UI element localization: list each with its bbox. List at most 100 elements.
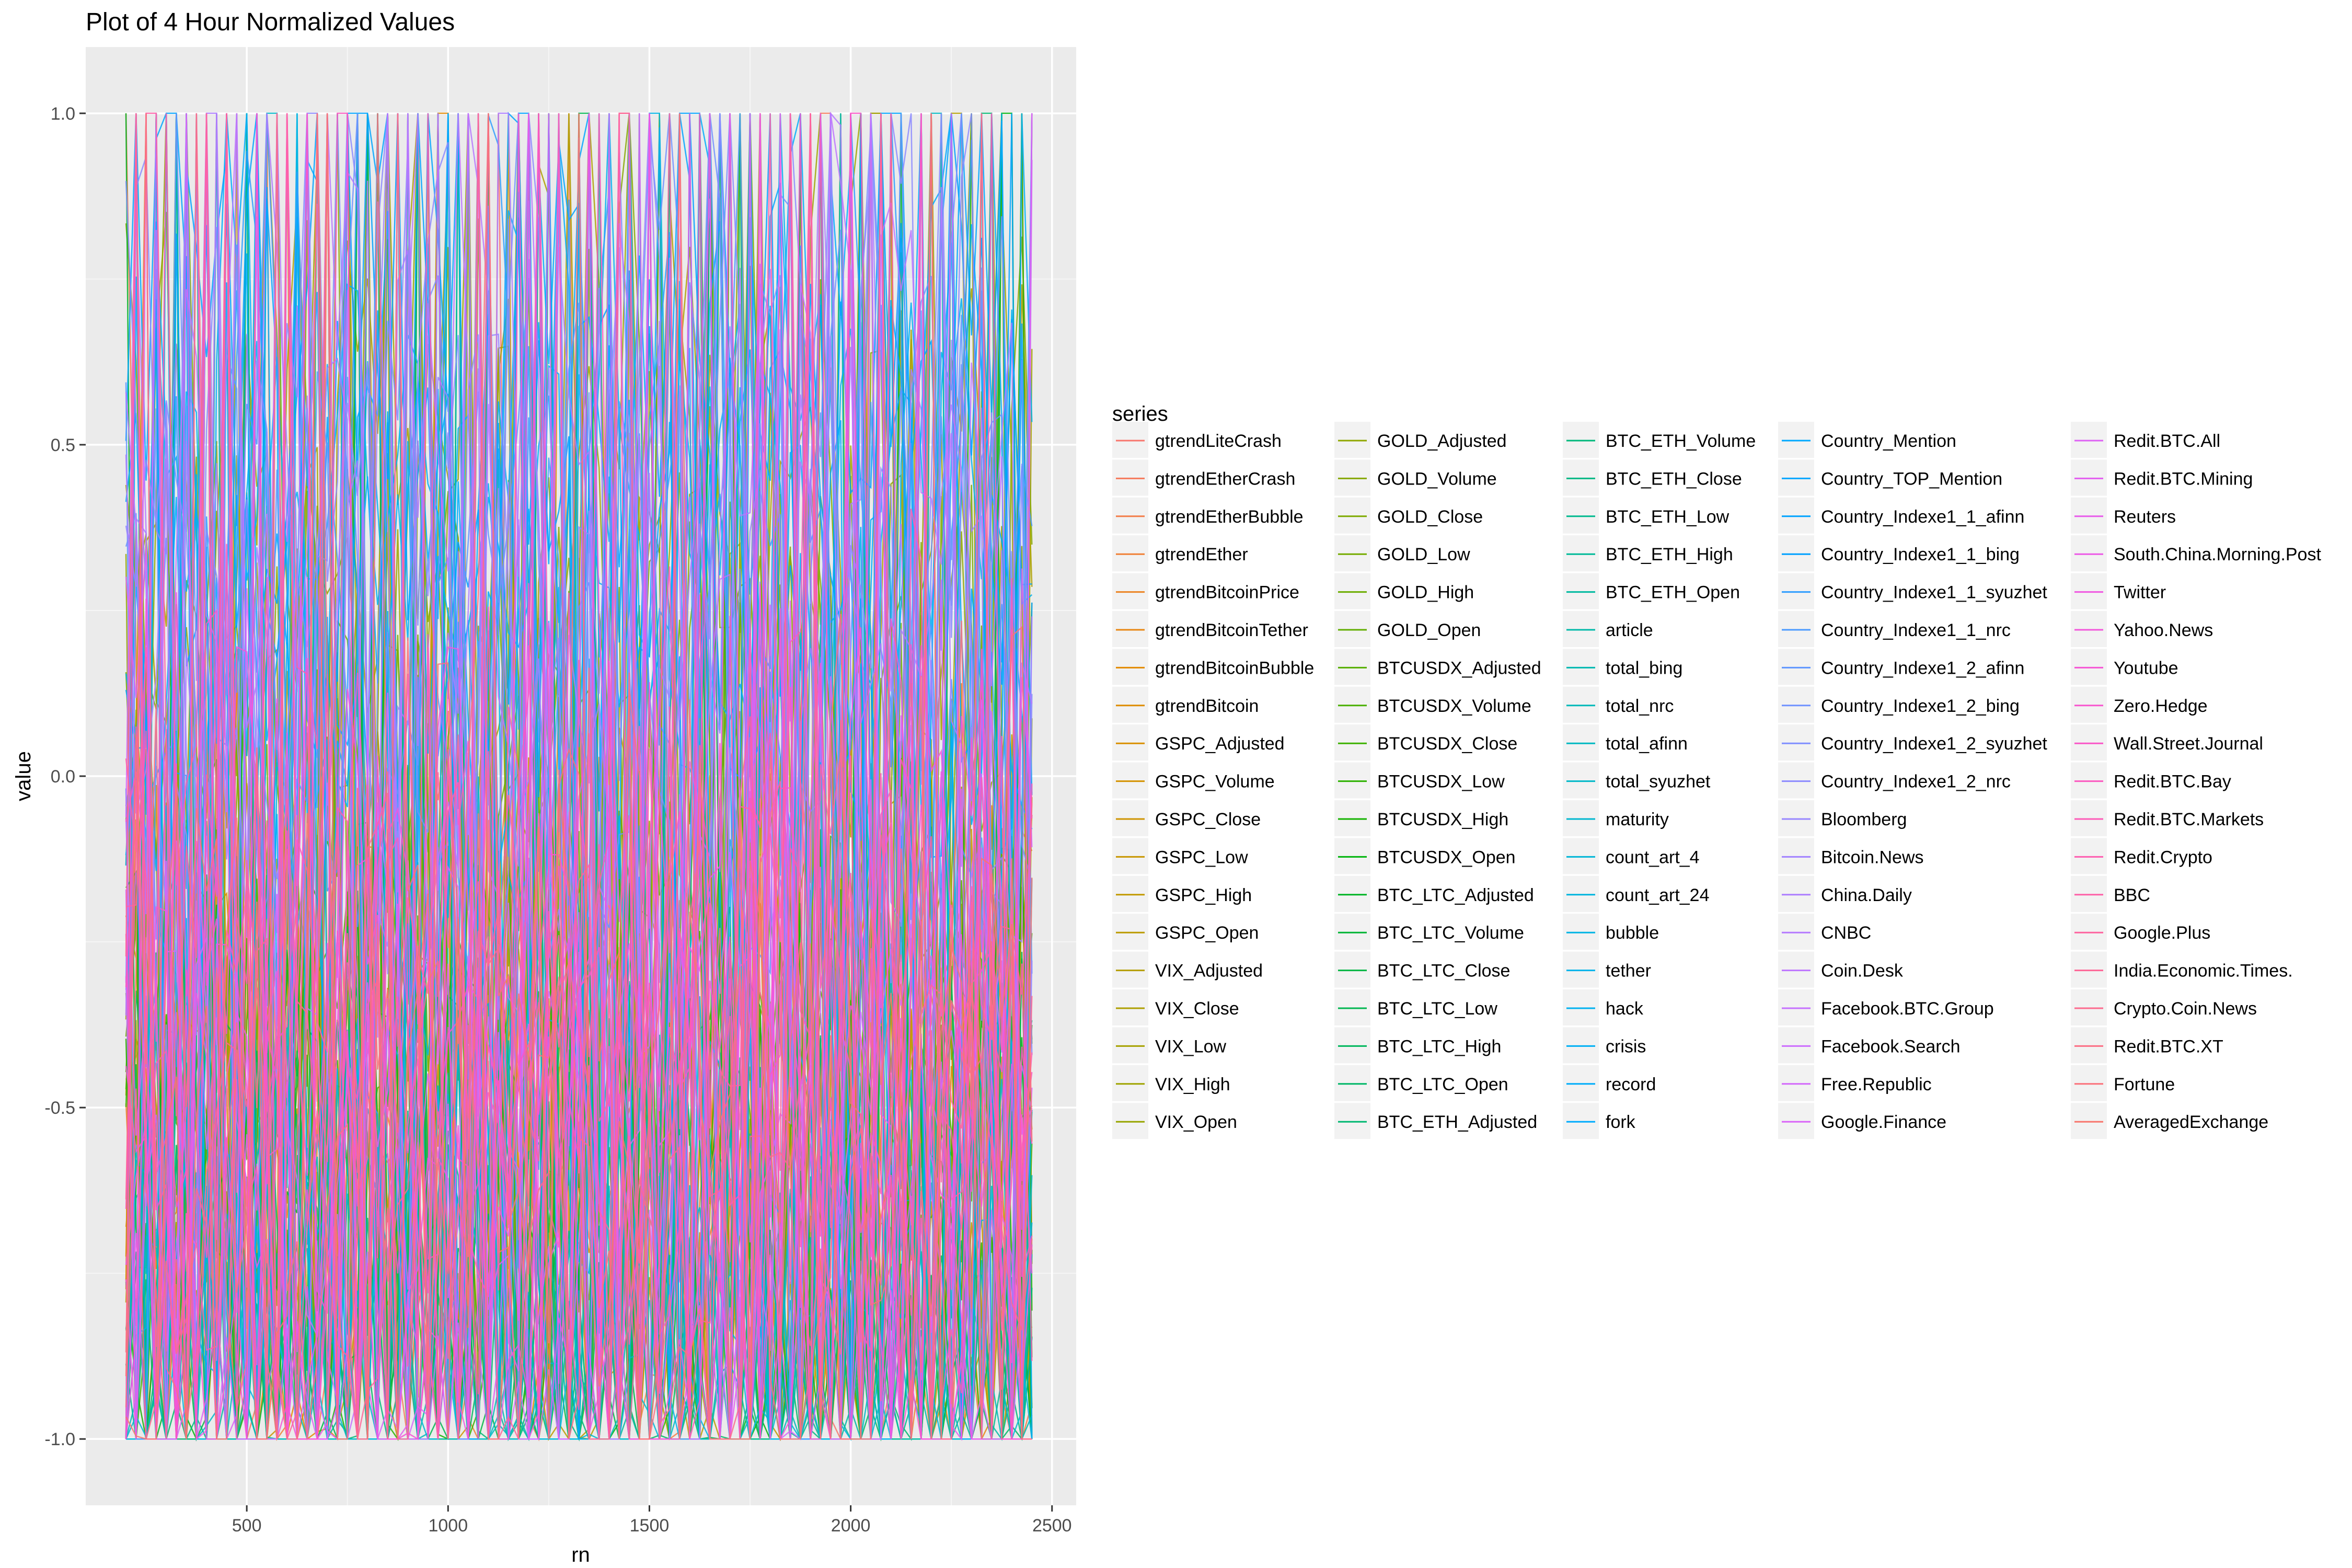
legend-label: Country_Mention (1821, 431, 1956, 451)
series-line (125, 113, 1033, 1440)
legend-label: BTCUSDX_Open (1377, 847, 1516, 867)
legend-label: BTC_LTC_Adjusted (1377, 885, 1534, 905)
legend-label: Country_TOP_Mention (1821, 469, 2002, 489)
x-tick-label: 2500 (1032, 1516, 1072, 1536)
x-tick-label: 2000 (831, 1516, 871, 1536)
legend-label: gtrendLiteCrash (1155, 431, 1282, 451)
series-line (125, 113, 1033, 1439)
x-tick-label: 500 (232, 1516, 262, 1536)
legend-label: BTC_LTC_Low (1377, 999, 1497, 1019)
legend-label: crisis (1606, 1036, 1646, 1056)
x-axis-label: rn (571, 1543, 590, 1566)
series-line (125, 112, 1033, 1439)
legend-label: total_bing (1606, 658, 1682, 678)
legend-label: BTCUSDX_Volume (1377, 696, 1531, 716)
legend-label: GSPC_Open (1155, 923, 1259, 943)
axes: 500 1000 1500 2000 2500 -1.0 -0.5 0.0 0.5 1.0 (44, 104, 1071, 1536)
legend-label: Yahoo.News (2114, 620, 2213, 640)
legend: gtrendLiteCrash gtrendEtherCrash gtrendEth… (1112, 422, 2321, 1139)
legend-label: Facebook.BTC.Group (1821, 999, 1994, 1019)
legend-label: Youtube (2114, 658, 2178, 678)
legend-label: Country_Indexe1_2_syuzhet (1821, 734, 2047, 754)
legend-label: BTC_LTC_Open (1377, 1075, 1508, 1094)
legend-label: GOLD_Low (1377, 545, 1470, 564)
legend-label: GOLD_Close (1377, 507, 1483, 527)
legend-label: Bloomberg (1821, 810, 1907, 829)
legend-label: Fortune (2114, 1075, 2175, 1094)
legend-label: South.China.Morning.Post (2114, 545, 2321, 564)
legend-label: GOLD_Adjusted (1377, 431, 1507, 451)
legend-label: record (1606, 1075, 1656, 1094)
legend-label: BTC_ETH_Close (1606, 469, 1742, 489)
legend-label: gtrendBitcoinTether (1155, 620, 1308, 640)
legend-label: count_art_4 (1606, 847, 1700, 867)
legend-label: total_nrc (1606, 696, 1674, 716)
legend-label: gtrendEther (1155, 545, 1248, 564)
legend-label: Country_Indexe1_1_bing (1821, 545, 2020, 564)
legend-label: BTCUSDX_High (1377, 810, 1508, 829)
legend-label: Free.Republic (1821, 1075, 1932, 1094)
legend-label: GSPC_Volume (1155, 772, 1275, 792)
series-line (125, 112, 1033, 1439)
legend-label: VIX_High (1155, 1075, 1230, 1094)
legend-label: total_afinn (1606, 734, 1688, 754)
legend-label: Country_Indexe1_1_nrc (1821, 620, 2011, 640)
legend-label: Google.Plus (2114, 923, 2210, 943)
legend-label: BTC_LTC_Volume (1377, 923, 1524, 943)
legend-label: Redit.BTC.Mining (2114, 469, 2253, 489)
legend-label: BTCUSDX_Close (1377, 734, 1517, 754)
legend-label: GOLD_High (1377, 583, 1474, 603)
legend-label: VIX_Close (1155, 999, 1239, 1019)
legend-label: GOLD_Volume (1377, 469, 1497, 489)
legend-label: Country_Indexe1_2_bing (1821, 696, 2020, 716)
legend-label: tether (1606, 961, 1651, 981)
legend-title: series (1112, 402, 1168, 425)
series-line (125, 113, 1033, 1440)
series-line (125, 113, 1033, 1439)
x-tick-label: 1000 (428, 1516, 468, 1536)
legend-label: maturity (1606, 810, 1669, 829)
legend-label: GOLD_Open (1377, 620, 1481, 640)
legend-label: Country_Indexe1_1_afinn (1821, 507, 2024, 527)
legend-label: hack (1606, 999, 1644, 1019)
legend-label: Zero.Hedge (2114, 696, 2208, 716)
legend-label: Redit.BTC.All (2114, 431, 2220, 451)
series-line (125, 113, 1032, 1440)
y-tick-label: -0.5 (44, 1098, 75, 1118)
series-line (125, 113, 1033, 1440)
y-tick-label: -1.0 (44, 1429, 75, 1449)
legend-label: AveragedExchange (2114, 1112, 2268, 1132)
legend-label: BTCUSDX_Adjusted (1377, 658, 1541, 678)
legend-label: BTC_LTC_Close (1377, 961, 1510, 981)
legend-label: BTC_ETH_Adjusted (1377, 1112, 1537, 1132)
legend-label: Wall.Street.Journal (2114, 734, 2263, 754)
legend-label: CNBC (1821, 923, 1871, 943)
legend-label: GSPC_Close (1155, 810, 1261, 829)
legend-label: India.Economic.Times. (2114, 961, 2293, 981)
y-axis-label: value (12, 751, 35, 801)
legend-label: count_art_24 (1606, 885, 1710, 905)
legend-label: BBC (2114, 885, 2150, 905)
legend-label: Redit.BTC.Bay (2114, 772, 2231, 792)
series-line (125, 113, 1033, 1440)
legend-label: Redit.BTC.Markets (2114, 810, 2264, 829)
legend-label: bubble (1606, 923, 1659, 943)
x-tick-label: 1500 (630, 1516, 670, 1536)
legend-label: Redit.BTC.XT (2114, 1036, 2223, 1056)
legend-label: Country_Indexe1_2_nrc (1821, 772, 2011, 792)
legend-label: GSPC_Low (1155, 847, 1248, 867)
legend-label: GSPC_Adjusted (1155, 734, 1285, 754)
legend-label: Country_Indexe1_1_syuzhet (1821, 583, 2047, 603)
y-tick-label: 0.0 (51, 767, 75, 787)
legend-label: total_syuzhet (1606, 772, 1711, 792)
legend-label: VIX_Adjusted (1155, 961, 1263, 981)
legend-label: Facebook.Search (1821, 1036, 1961, 1056)
legend-label: gtrendBitcoinPrice (1155, 583, 1299, 603)
legend-label: Coin.Desk (1821, 961, 1904, 981)
legend-label: VIX_Low (1155, 1036, 1227, 1056)
legend-label: Crypto.Coin.News (2114, 999, 2257, 1019)
y-tick-label: 0.5 (51, 435, 75, 455)
chart-title: Plot of 4 Hour Normalized Values (86, 8, 455, 36)
legend-label: Reuters (2114, 507, 2176, 527)
